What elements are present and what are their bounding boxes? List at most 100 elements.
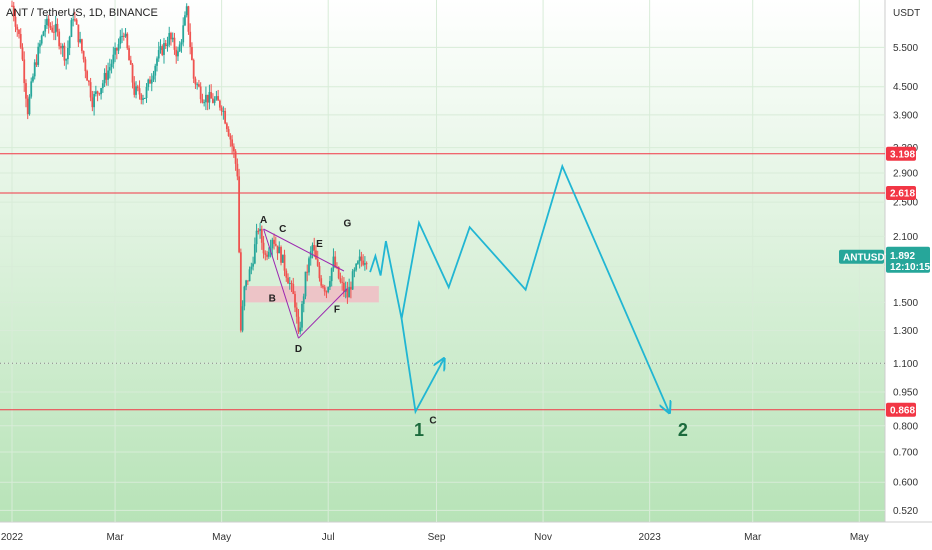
candle-body bbox=[217, 96, 220, 101]
candle-body bbox=[185, 6, 188, 16]
candle-body bbox=[311, 245, 314, 252]
wave-label: C bbox=[429, 415, 436, 426]
candle-body bbox=[96, 91, 99, 94]
candle-body bbox=[304, 271, 307, 297]
candle-body bbox=[119, 36, 122, 45]
candle-body bbox=[287, 277, 289, 284]
candle-body bbox=[346, 289, 349, 298]
level-badge-text: 3.198 bbox=[890, 149, 915, 160]
candle-body bbox=[360, 256, 363, 261]
candle-body bbox=[11, 5, 13, 7]
candle-body bbox=[332, 256, 335, 269]
candle-body bbox=[358, 256, 361, 262]
candle-body bbox=[128, 48, 130, 61]
candle-body bbox=[290, 283, 293, 285]
candle-body bbox=[121, 35, 123, 37]
candle-body bbox=[40, 35, 43, 44]
candle-body bbox=[225, 123, 228, 130]
candle-body bbox=[362, 260, 365, 265]
y-tick-label: 5.500 bbox=[893, 43, 918, 54]
level-badge bbox=[886, 146, 916, 161]
candle-body bbox=[131, 64, 134, 83]
candle-body bbox=[288, 283, 291, 285]
candle-body bbox=[180, 42, 183, 45]
candle-body bbox=[238, 176, 241, 253]
candle-body bbox=[16, 26, 19, 30]
current-price-text: 1.892 bbox=[890, 251, 915, 262]
level-badge-text: 0.868 bbox=[890, 405, 915, 416]
candle-body bbox=[262, 242, 265, 254]
candle-body bbox=[243, 286, 246, 307]
candle-body bbox=[260, 228, 263, 243]
candle-body bbox=[37, 46, 40, 65]
candle-body bbox=[93, 94, 96, 108]
candle-body bbox=[294, 293, 296, 308]
candle-body bbox=[60, 46, 62, 49]
candle-body bbox=[351, 271, 354, 290]
symbol-badge-text: ANTUSDT bbox=[843, 252, 891, 263]
candle-body bbox=[136, 86, 139, 89]
chart-title: ANT / TetherUS, 1D, BINANCE bbox=[6, 7, 158, 19]
triangle-pattern bbox=[263, 228, 348, 339]
candle-body bbox=[334, 256, 337, 267]
candle-body bbox=[339, 278, 342, 282]
candle-body bbox=[213, 99, 216, 103]
candle-body bbox=[280, 247, 282, 263]
candle-body bbox=[67, 48, 69, 60]
x-axis-panel bbox=[0, 522, 932, 550]
candle-body bbox=[330, 268, 333, 282]
support-zone-rect bbox=[244, 286, 379, 303]
candle-body bbox=[91, 97, 94, 108]
candle-body bbox=[122, 35, 125, 37]
candle-body bbox=[166, 44, 169, 47]
candle-body bbox=[61, 45, 64, 49]
candle-body bbox=[82, 51, 85, 60]
candle-body bbox=[231, 139, 234, 147]
candles bbox=[11, 0, 368, 335]
candle-body bbox=[308, 258, 310, 273]
projection-path bbox=[369, 163, 669, 415]
x-tick-label: Mar bbox=[744, 532, 762, 543]
level-badge bbox=[886, 186, 916, 201]
candle-body bbox=[142, 98, 144, 100]
candle-body bbox=[206, 94, 209, 103]
candle-body bbox=[301, 303, 303, 328]
pattern-point-label: B bbox=[269, 293, 276, 304]
candle-body bbox=[208, 92, 211, 103]
candle-body bbox=[79, 39, 82, 43]
candle-body bbox=[14, 16, 17, 27]
candle-body bbox=[129, 60, 132, 65]
candle-body bbox=[253, 244, 256, 264]
candle-body bbox=[348, 287, 351, 298]
projection-line-b bbox=[400, 163, 669, 411]
candle-body bbox=[276, 245, 279, 254]
y-tick-label: 4.500 bbox=[893, 82, 918, 93]
candle-body bbox=[182, 25, 185, 43]
candle-body bbox=[198, 84, 200, 87]
x-tick-label: 2022 bbox=[1, 532, 24, 543]
candle-body bbox=[327, 287, 330, 292]
candle-body bbox=[33, 62, 36, 77]
candle-body bbox=[306, 271, 309, 273]
candle-body bbox=[343, 282, 345, 292]
candle-body bbox=[187, 6, 190, 32]
candle-body bbox=[147, 79, 150, 88]
candle-body bbox=[100, 88, 102, 95]
candle-body bbox=[350, 287, 352, 290]
projection-line-a bbox=[369, 240, 443, 415]
candle-body bbox=[322, 285, 324, 288]
pattern-point-label: D bbox=[295, 344, 302, 355]
candle-body bbox=[140, 94, 143, 100]
candle-body bbox=[30, 81, 33, 97]
candle-body bbox=[19, 34, 22, 48]
candle-body bbox=[117, 44, 120, 51]
candle-body bbox=[302, 296, 305, 304]
candle-body bbox=[329, 281, 331, 288]
pattern-point-label: C bbox=[279, 224, 286, 235]
x-tick-label: May bbox=[212, 532, 231, 543]
candle-body bbox=[145, 87, 148, 98]
candle-body bbox=[363, 263, 366, 265]
wave-label: 2 bbox=[678, 420, 688, 440]
candle-body bbox=[94, 91, 97, 95]
